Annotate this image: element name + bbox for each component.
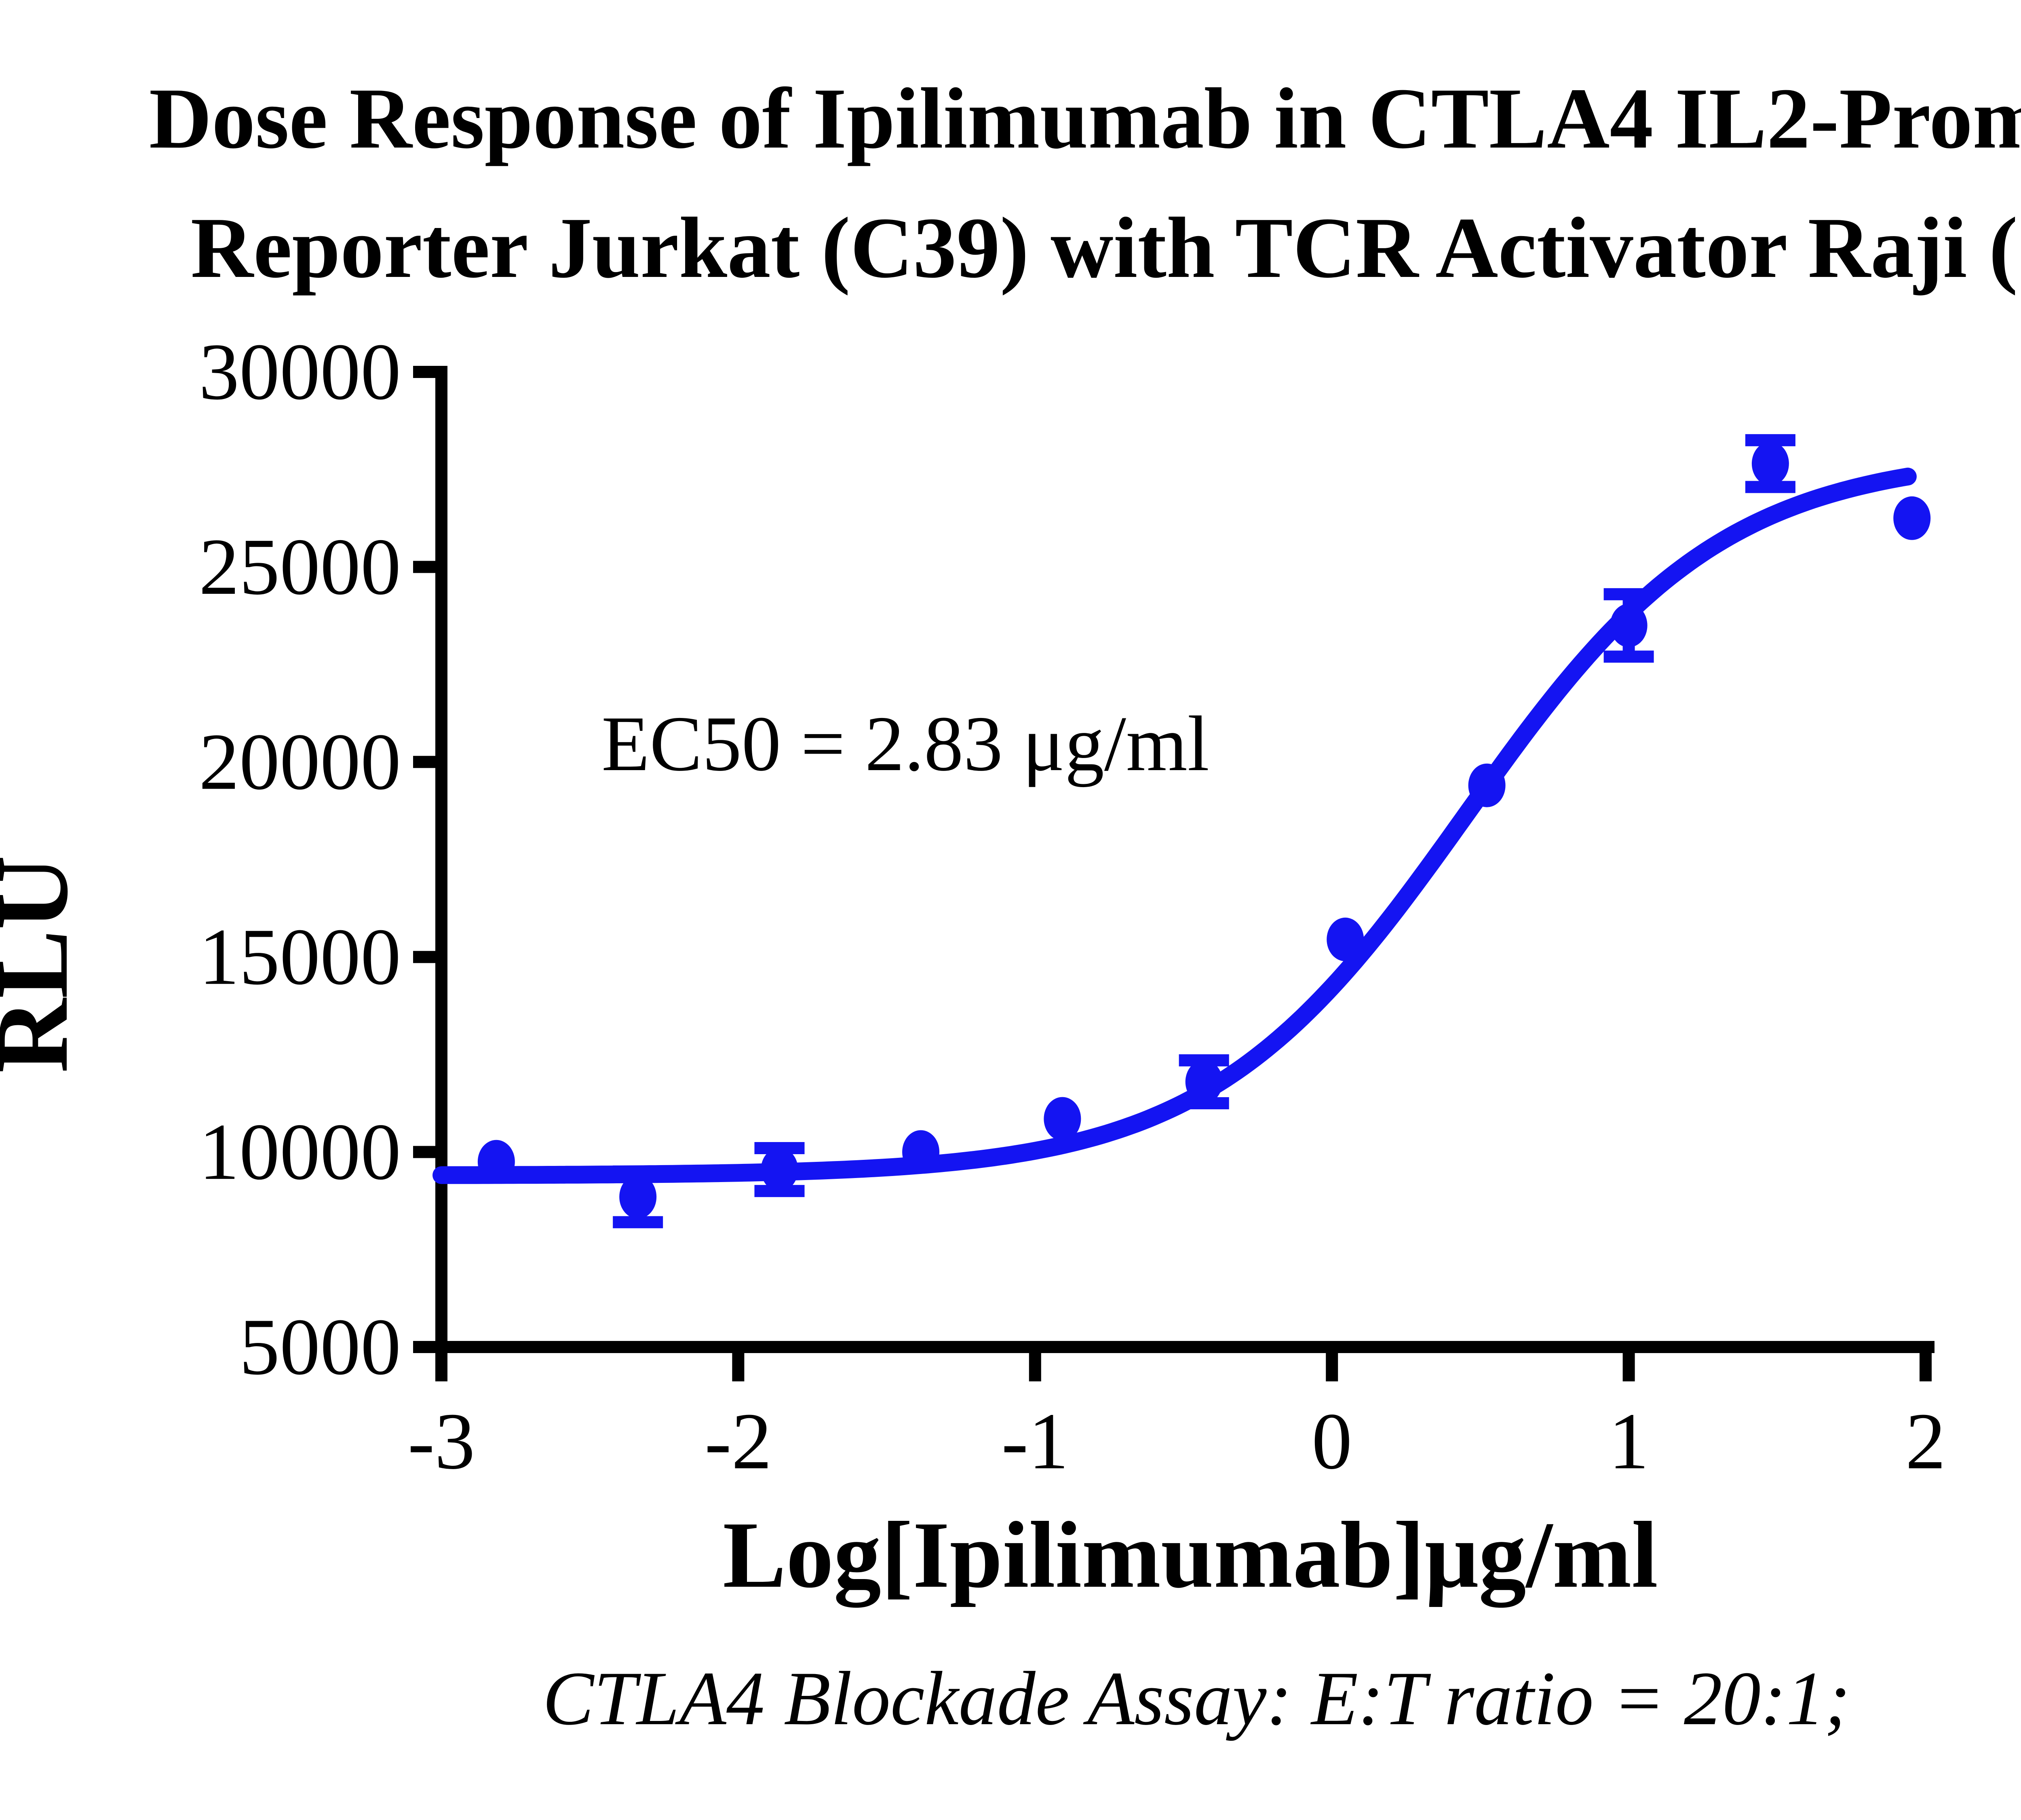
data-point-marker bbox=[902, 1130, 940, 1174]
y-tick-label: 15000 bbox=[199, 912, 401, 1002]
data-point-marker bbox=[1468, 763, 1506, 807]
x-tick-label: -3 bbox=[408, 1397, 475, 1486]
y-tick-label: 20000 bbox=[199, 717, 401, 807]
data-point-marker bbox=[1327, 917, 1364, 961]
data-point-marker bbox=[619, 1175, 657, 1219]
x-tick-label: 2 bbox=[1905, 1397, 1946, 1486]
data-point-marker bbox=[761, 1148, 798, 1192]
x-axis-title: Log[Ipilimumab]μg/ml bbox=[723, 1502, 1658, 1608]
data-point-marker bbox=[1751, 441, 1789, 486]
x-tick-label: -1 bbox=[1001, 1397, 1069, 1486]
data-point-marker bbox=[477, 1140, 515, 1184]
y-axis-title: RLU bbox=[0, 855, 89, 1073]
y-tick-label: 25000 bbox=[199, 522, 401, 612]
y-tick-label: 5000 bbox=[239, 1303, 401, 1392]
chart-title-line2: Reporter Jurkat (C39) with TCR Activator… bbox=[191, 199, 2021, 296]
y-tick-label: 30000 bbox=[199, 327, 401, 417]
x-tick-label: 0 bbox=[1312, 1397, 1352, 1486]
x-tick-label: 1 bbox=[1609, 1397, 1649, 1486]
y-tick-label: 10000 bbox=[199, 1107, 401, 1197]
data-point-marker bbox=[1185, 1060, 1223, 1104]
chart-title-line1: Dose Response of Ipilimumab in CTLA4 IL2… bbox=[149, 70, 2021, 167]
data-point-marker bbox=[1893, 496, 1931, 540]
ec50-annotation: EC50 = 2.83 μg/ml bbox=[601, 700, 1209, 788]
fit-curve bbox=[432, 467, 1917, 1184]
data-point-marker bbox=[1044, 1097, 1081, 1141]
x-tick-label: -2 bbox=[705, 1397, 772, 1486]
figure-caption: CTLA4 Blockade Assay: E:T ratio = 20:1; bbox=[543, 1656, 1850, 1741]
data-point-marker bbox=[1610, 604, 1648, 648]
plot-area: 30000 25000 20000 15000 10000 5000-3 -2 -1 0 1 2 bbox=[199, 327, 1946, 1486]
